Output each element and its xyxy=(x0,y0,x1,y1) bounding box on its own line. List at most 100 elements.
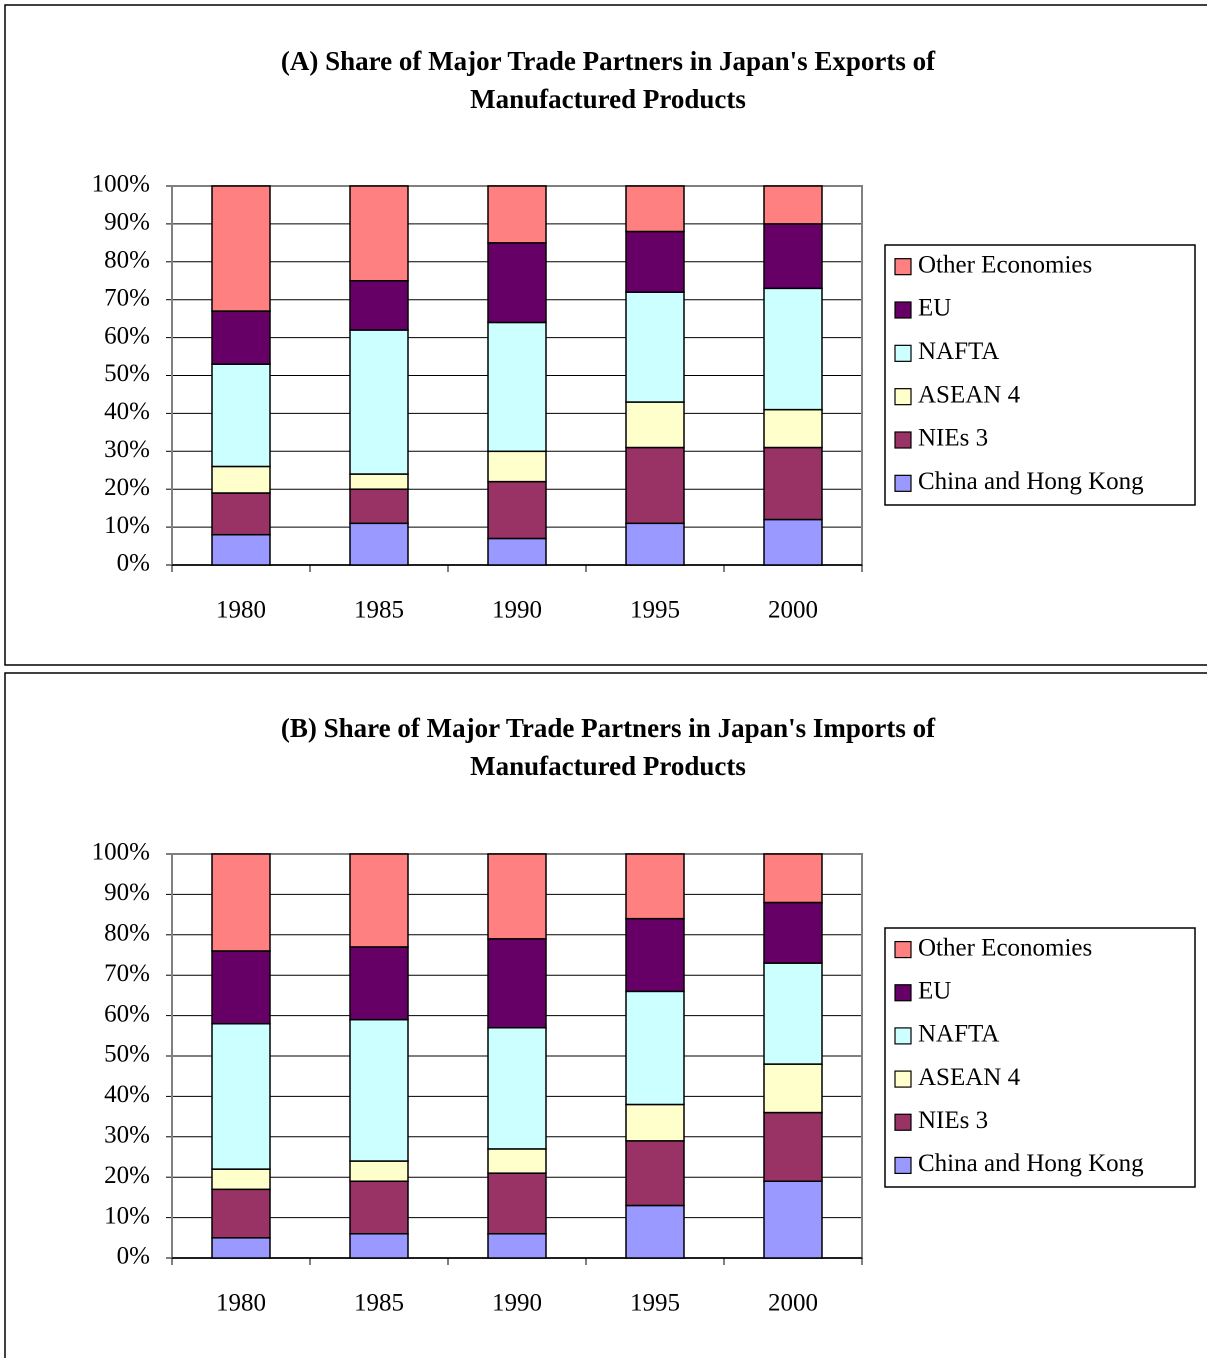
bar-segment xyxy=(625,291,685,403)
bar-segment xyxy=(487,1172,547,1235)
bar-segment xyxy=(211,950,271,1025)
legend-swatch xyxy=(894,258,912,276)
y-tick-label: 10% xyxy=(104,512,150,539)
legend-swatch xyxy=(894,474,912,492)
y-tick-label: 0% xyxy=(117,550,150,577)
y-tick-label: 0% xyxy=(117,1243,150,1270)
chart-frame xyxy=(4,672,1207,1358)
bar-segment xyxy=(211,465,271,494)
bar-segment xyxy=(349,473,409,490)
legend-swatch xyxy=(894,1070,912,1088)
legend-swatch xyxy=(894,431,912,449)
bar-segment xyxy=(349,329,409,475)
legend-swatch xyxy=(894,1156,912,1175)
bar-segment xyxy=(487,853,547,940)
x-tick-label: 1995 xyxy=(630,597,680,624)
bar-segment xyxy=(763,223,823,290)
bar-segment xyxy=(349,280,409,331)
bar-segment xyxy=(763,1063,823,1114)
legend-swatch xyxy=(894,301,912,319)
y-tick-label: 80% xyxy=(104,247,150,274)
bar-segment xyxy=(763,1111,823,1182)
bar-segment xyxy=(487,450,547,483)
legend-swatch xyxy=(894,1027,912,1045)
bar-segment xyxy=(763,962,823,1065)
legend-label: ASEAN 4 xyxy=(918,381,1021,408)
bar-segment xyxy=(487,185,547,244)
x-tick-label: 2000 xyxy=(768,597,818,624)
bar-segment xyxy=(349,185,409,282)
chart-title: (B) Share of Major Trade Partners in Jap… xyxy=(280,713,936,781)
bar-segment xyxy=(211,492,271,536)
legend-swatch xyxy=(894,388,912,406)
y-tick-label: 80% xyxy=(104,920,150,947)
y-tick-label: 100% xyxy=(92,839,150,866)
bar-segment xyxy=(349,1160,409,1182)
bar-segment xyxy=(487,242,547,324)
bar-segment xyxy=(487,1233,547,1259)
y-tick-label: 50% xyxy=(104,1041,150,1068)
legend-label: EU xyxy=(918,977,951,1004)
bar-segment xyxy=(763,518,823,566)
legend-swatch xyxy=(894,984,912,1002)
legend-label: China and Hong Kong xyxy=(918,468,1144,495)
y-tick-label: 20% xyxy=(104,474,150,501)
bar-segment xyxy=(625,1103,685,1142)
bar-segment xyxy=(625,230,685,293)
bar-segment xyxy=(625,401,685,449)
bar-segment xyxy=(763,408,823,449)
x-tick-label: 1990 xyxy=(492,1290,542,1317)
legend-label: EU xyxy=(918,295,951,322)
bar-segment xyxy=(625,522,685,566)
bar-segment xyxy=(211,1022,271,1170)
bar-segment xyxy=(487,1148,547,1174)
bar-segment xyxy=(349,1233,409,1259)
bar-segment xyxy=(487,537,547,566)
bar-segment xyxy=(625,185,685,233)
bar-segment xyxy=(349,488,409,525)
bar-segment xyxy=(211,1168,271,1191)
bar-segment xyxy=(349,1018,409,1162)
y-tick-label: 30% xyxy=(104,1122,150,1149)
bar-segment xyxy=(487,938,547,1029)
y-tick-label: 70% xyxy=(104,960,150,987)
bar-segment xyxy=(625,990,685,1106)
bar-segment xyxy=(349,946,409,1021)
y-tick-label: 100% xyxy=(92,171,150,198)
bar-segment xyxy=(349,522,409,566)
legend-label: NIEs 3 xyxy=(918,425,988,452)
bar-segment xyxy=(211,185,271,312)
bar-segment xyxy=(763,287,823,411)
legend-swatch xyxy=(894,940,912,959)
bar-segment xyxy=(625,917,685,993)
y-tick-label: 10% xyxy=(104,1202,150,1229)
legend-label: Other Economies xyxy=(918,934,1092,961)
bar-segment xyxy=(211,310,271,365)
bar-segment xyxy=(763,901,823,964)
bar-segment xyxy=(625,446,685,525)
legend-box xyxy=(884,244,1196,506)
bar-segment xyxy=(211,1188,271,1239)
bar-segment xyxy=(487,321,547,453)
bar-segment xyxy=(625,1204,685,1259)
y-tick-label: 90% xyxy=(104,879,150,906)
x-tick-label: 1980 xyxy=(216,1290,266,1317)
x-tick-label: 1985 xyxy=(354,597,404,624)
legend-box xyxy=(884,927,1196,1188)
bar-segment xyxy=(763,1180,823,1259)
x-tick-label: 1985 xyxy=(354,1290,404,1317)
bar-segment xyxy=(211,853,271,952)
y-tick-label: 90% xyxy=(104,209,150,236)
y-tick-label: 40% xyxy=(104,398,150,425)
y-tick-label: 50% xyxy=(104,360,150,387)
bar-segment xyxy=(211,363,271,468)
legend-label: NIEs 3 xyxy=(918,1107,988,1134)
bar-segment xyxy=(763,446,823,521)
y-tick-label: 40% xyxy=(104,1081,150,1108)
y-tick-label: 60% xyxy=(104,322,150,349)
y-tick-label: 20% xyxy=(104,1162,150,1189)
y-tick-label: 60% xyxy=(104,1000,150,1027)
x-tick-label: 1995 xyxy=(630,1290,680,1317)
legend-swatch xyxy=(894,1113,912,1131)
